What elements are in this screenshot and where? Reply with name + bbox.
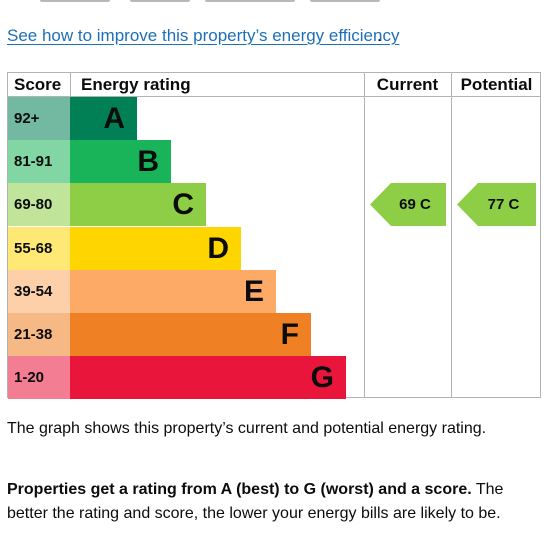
band-bar: E: [70, 269, 276, 313]
band-score-range: 92+: [8, 97, 70, 140]
band-bar: C: [70, 183, 206, 227]
band-score-range: 21-38: [8, 313, 70, 356]
band-bar: G: [70, 356, 346, 400]
band-score-range: 1-20: [8, 356, 70, 400]
band-letter: D: [207, 231, 229, 265]
arrow-shape: [370, 183, 446, 227]
link-full-stop: .: [377, 26, 382, 45]
previous-content-fragment: [0, 0, 550, 4]
improve-efficiency-link[interactable]: See how to improve this property’s energ…: [7, 26, 400, 45]
band-letter: A: [103, 102, 125, 135]
arrow-polygon: [370, 183, 446, 227]
current-column-header: Current: [376, 75, 439, 94]
band-bar: B: [70, 140, 171, 184]
rating-column-header: Energy rating: [81, 75, 191, 94]
current-column-divider: [364, 73, 365, 397]
current-rating-label: 69 C: [399, 196, 431, 214]
band-bar: F: [70, 313, 311, 356]
band-letter: E: [243, 274, 264, 308]
graph-description: The graph shows this property’s current …: [7, 420, 487, 437]
score-column-header: Score: [14, 75, 62, 94]
band-bar: D: [70, 226, 241, 270]
ratings-explanation-bold: Properties get a rating from A (best) to…: [7, 481, 472, 498]
band-letter: C: [172, 188, 194, 222]
potential-column-header: Potential: [460, 75, 533, 94]
arrow-polygon: [457, 183, 536, 227]
energy-rating-chart: Score Energy rating Current Potential 92…: [7, 72, 541, 400]
current-rating-arrow: 69 C: [370, 183, 446, 227]
band-bar: A: [70, 97, 137, 140]
potential-rating-arrow: 77 C: [457, 183, 536, 227]
band-letter: B: [137, 145, 159, 179]
band-score-range: 55-68: [8, 226, 70, 270]
header-divider: [8, 96, 540, 97]
ratings-explanation-rest: The better the rating and score, the low…: [7, 481, 504, 522]
ratings-explanation: Properties get a rating from A (best) to…: [7, 478, 543, 526]
band-score-range: 81-91: [8, 140, 70, 184]
band-score-range: 69-80: [8, 183, 70, 227]
arrow-shape: [457, 183, 536, 227]
band-letter: G: [310, 361, 334, 395]
potential-rating-label: 77 C: [487, 196, 520, 214]
score-column-divider: [70, 73, 71, 96]
band-score-range: 39-54: [8, 269, 70, 313]
potential-column-divider: [451, 73, 452, 397]
band-letter: F: [280, 318, 299, 351]
